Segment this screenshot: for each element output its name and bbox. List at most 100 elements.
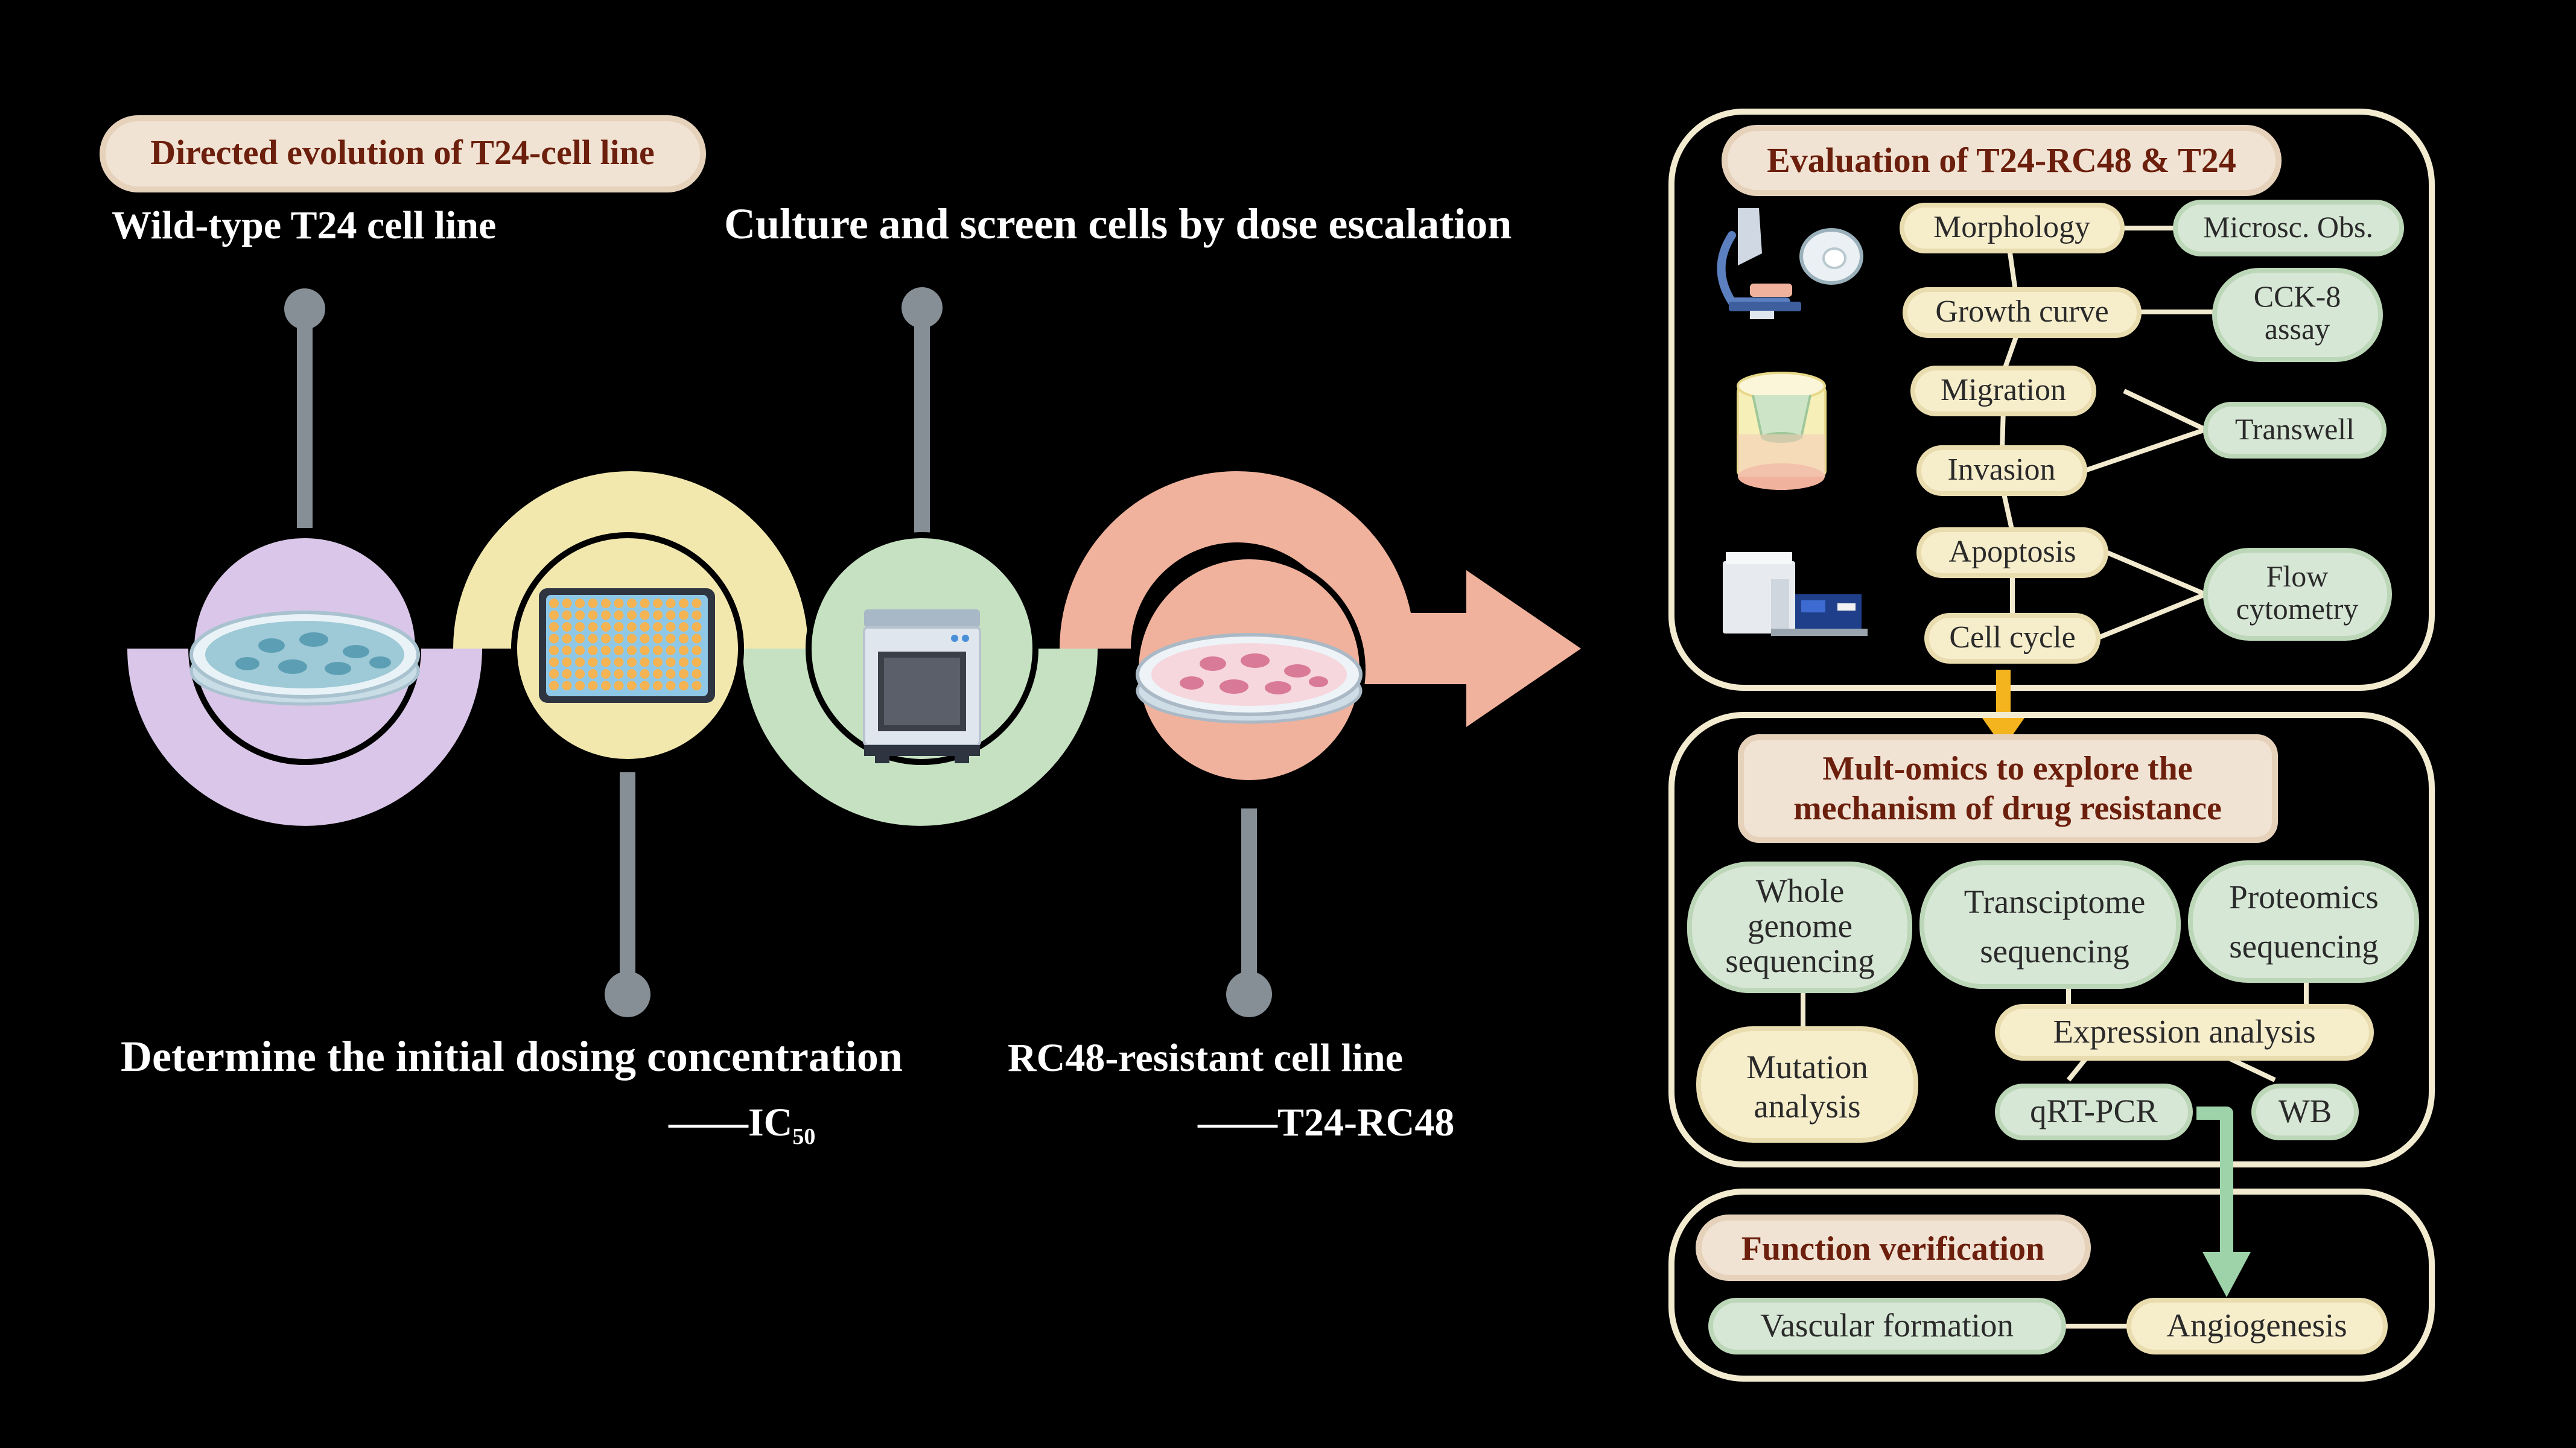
mutation-node: Mutation analysis — [1696, 1026, 1918, 1143]
method-flow-line1: Flow — [2266, 559, 2329, 593]
assay-invasion-text: Invasion — [1947, 453, 2055, 487]
well — [614, 610, 624, 620]
well — [614, 634, 624, 644]
well — [614, 599, 624, 608]
well — [614, 622, 624, 632]
evolution-ribbon — [127, 471, 1478, 826]
multi-omics-panel: Mult-omics to explore the mechanism of d… — [1668, 712, 2435, 1167]
well — [562, 669, 572, 679]
petri-dish-pink-icon — [1136, 633, 1363, 724]
evaluation-title: Evaluation of T24-RC48 & T24 — [1722, 125, 2282, 196]
assay-apoptosis-text: Apoptosis — [1949, 535, 2076, 569]
expression-node: Expression analysis — [1995, 1004, 2374, 1061]
wgs-line2: genome — [1748, 907, 1852, 944]
transcriptome-line2: sequencing — [1980, 933, 2129, 970]
well — [575, 646, 585, 655]
well — [575, 657, 585, 667]
cell-icon — [1799, 228, 1863, 285]
method-cck8: CCK-8 assay — [2212, 268, 2383, 362]
well — [588, 634, 598, 644]
ic50-label: ——IC50 — [668, 1100, 815, 1149]
well — [575, 669, 585, 679]
well — [588, 610, 598, 620]
assay-apoptosis: Apoptosis — [1916, 527, 2108, 578]
well — [549, 599, 559, 608]
well — [692, 681, 702, 691]
evaluation-title-text: Evaluation of T24-RC48 & T24 — [1767, 141, 2236, 180]
qrtpcr-text: qRT-PCR — [2030, 1093, 2158, 1129]
assay-migration-text: Migration — [1941, 373, 2066, 407]
well — [562, 610, 572, 620]
well — [653, 669, 663, 679]
well — [692, 669, 702, 679]
node-wild-type-dish — [188, 532, 421, 765]
node-resistant-dish — [1133, 553, 1366, 786]
ribbon-yellow — [453, 471, 808, 649]
well — [588, 669, 598, 679]
well — [653, 610, 663, 620]
directed-evolution-title-text: Directed evolution of T24-cell line — [150, 133, 655, 172]
multi-omics-title-line1: Mult-omics to explore the — [1822, 750, 2192, 787]
culture-screen-label: Culture and screen cells by dose escalat… — [724, 200, 1512, 248]
mutation-line2: analysis — [1754, 1088, 1860, 1125]
well-plate-icon — [539, 588, 715, 703]
method-transwell: Transwell — [2203, 402, 2387, 459]
well — [549, 657, 559, 667]
well — [614, 646, 624, 655]
well — [562, 634, 572, 644]
well — [614, 669, 624, 679]
well — [666, 646, 676, 655]
method-microscopy: Microsc. Obs. — [2173, 200, 2404, 256]
well — [653, 681, 663, 691]
well — [653, 622, 663, 632]
well — [666, 610, 676, 620]
well — [549, 610, 559, 620]
well — [679, 599, 689, 608]
wgs-line1: Whole — [1756, 872, 1845, 909]
directed-evolution-title: Directed evolution of T24-cell line — [100, 115, 706, 192]
multi-omics-title-line2: mechanism of drug resistance — [1793, 790, 2222, 827]
well — [679, 622, 689, 632]
t24-rc48-label: ——T24-RC48 — [1197, 1100, 1454, 1145]
pin-resistant — [1226, 808, 1272, 1017]
well — [575, 622, 585, 632]
wb-text: WB — [2279, 1093, 2332, 1129]
transcriptome-node: Transciptome sequencing — [1919, 860, 2181, 989]
assay-migration: Migration — [1910, 366, 2096, 416]
method-flow-cytometry: Flow cytometry — [2203, 548, 2392, 641]
multi-omics-title: Mult-omics to explore the mechanism of d… — [1738, 734, 2278, 843]
well — [640, 657, 650, 667]
assay-growth-curve-text: Growth curve — [1935, 294, 2108, 329]
vascular-node: Vascular formation — [1708, 1298, 2066, 1354]
well — [614, 681, 624, 691]
green-down-arrow — [2196, 1107, 2251, 1297]
well — [692, 646, 702, 655]
proteomics-node: Proteomics sequencing — [2188, 860, 2419, 983]
well — [692, 610, 702, 620]
directed-evolution-section: Directed evolution of T24-cell line Wild… — [100, 115, 1581, 1149]
well — [679, 646, 689, 655]
well — [601, 599, 611, 608]
well — [549, 622, 559, 632]
flow-cytometer-icon — [1723, 552, 1868, 636]
well — [666, 634, 676, 644]
well — [614, 657, 624, 667]
well — [627, 634, 637, 644]
method-cck8-line1: CCK-8 — [2254, 279, 2341, 313]
well — [562, 646, 572, 655]
well — [601, 622, 611, 632]
well — [549, 646, 559, 655]
evaluation-panel: Evaluation of T24-RC48 & T24 — [1668, 109, 2435, 691]
transcriptome-line1: Transciptome — [1964, 883, 2145, 920]
qrtpcr-node: qRT-PCR — [1995, 1084, 2193, 1140]
ribbon-green — [743, 648, 1098, 826]
well — [627, 669, 637, 679]
well — [692, 622, 702, 632]
function-panel: Function verification Vascular formation… — [1668, 1189, 2435, 1382]
well — [601, 657, 611, 667]
node-dosing-plate — [511, 532, 744, 765]
pin-culture — [902, 287, 943, 543]
well — [640, 634, 650, 644]
well — [627, 646, 637, 655]
function-title-text: Function verification — [1741, 1230, 2044, 1268]
